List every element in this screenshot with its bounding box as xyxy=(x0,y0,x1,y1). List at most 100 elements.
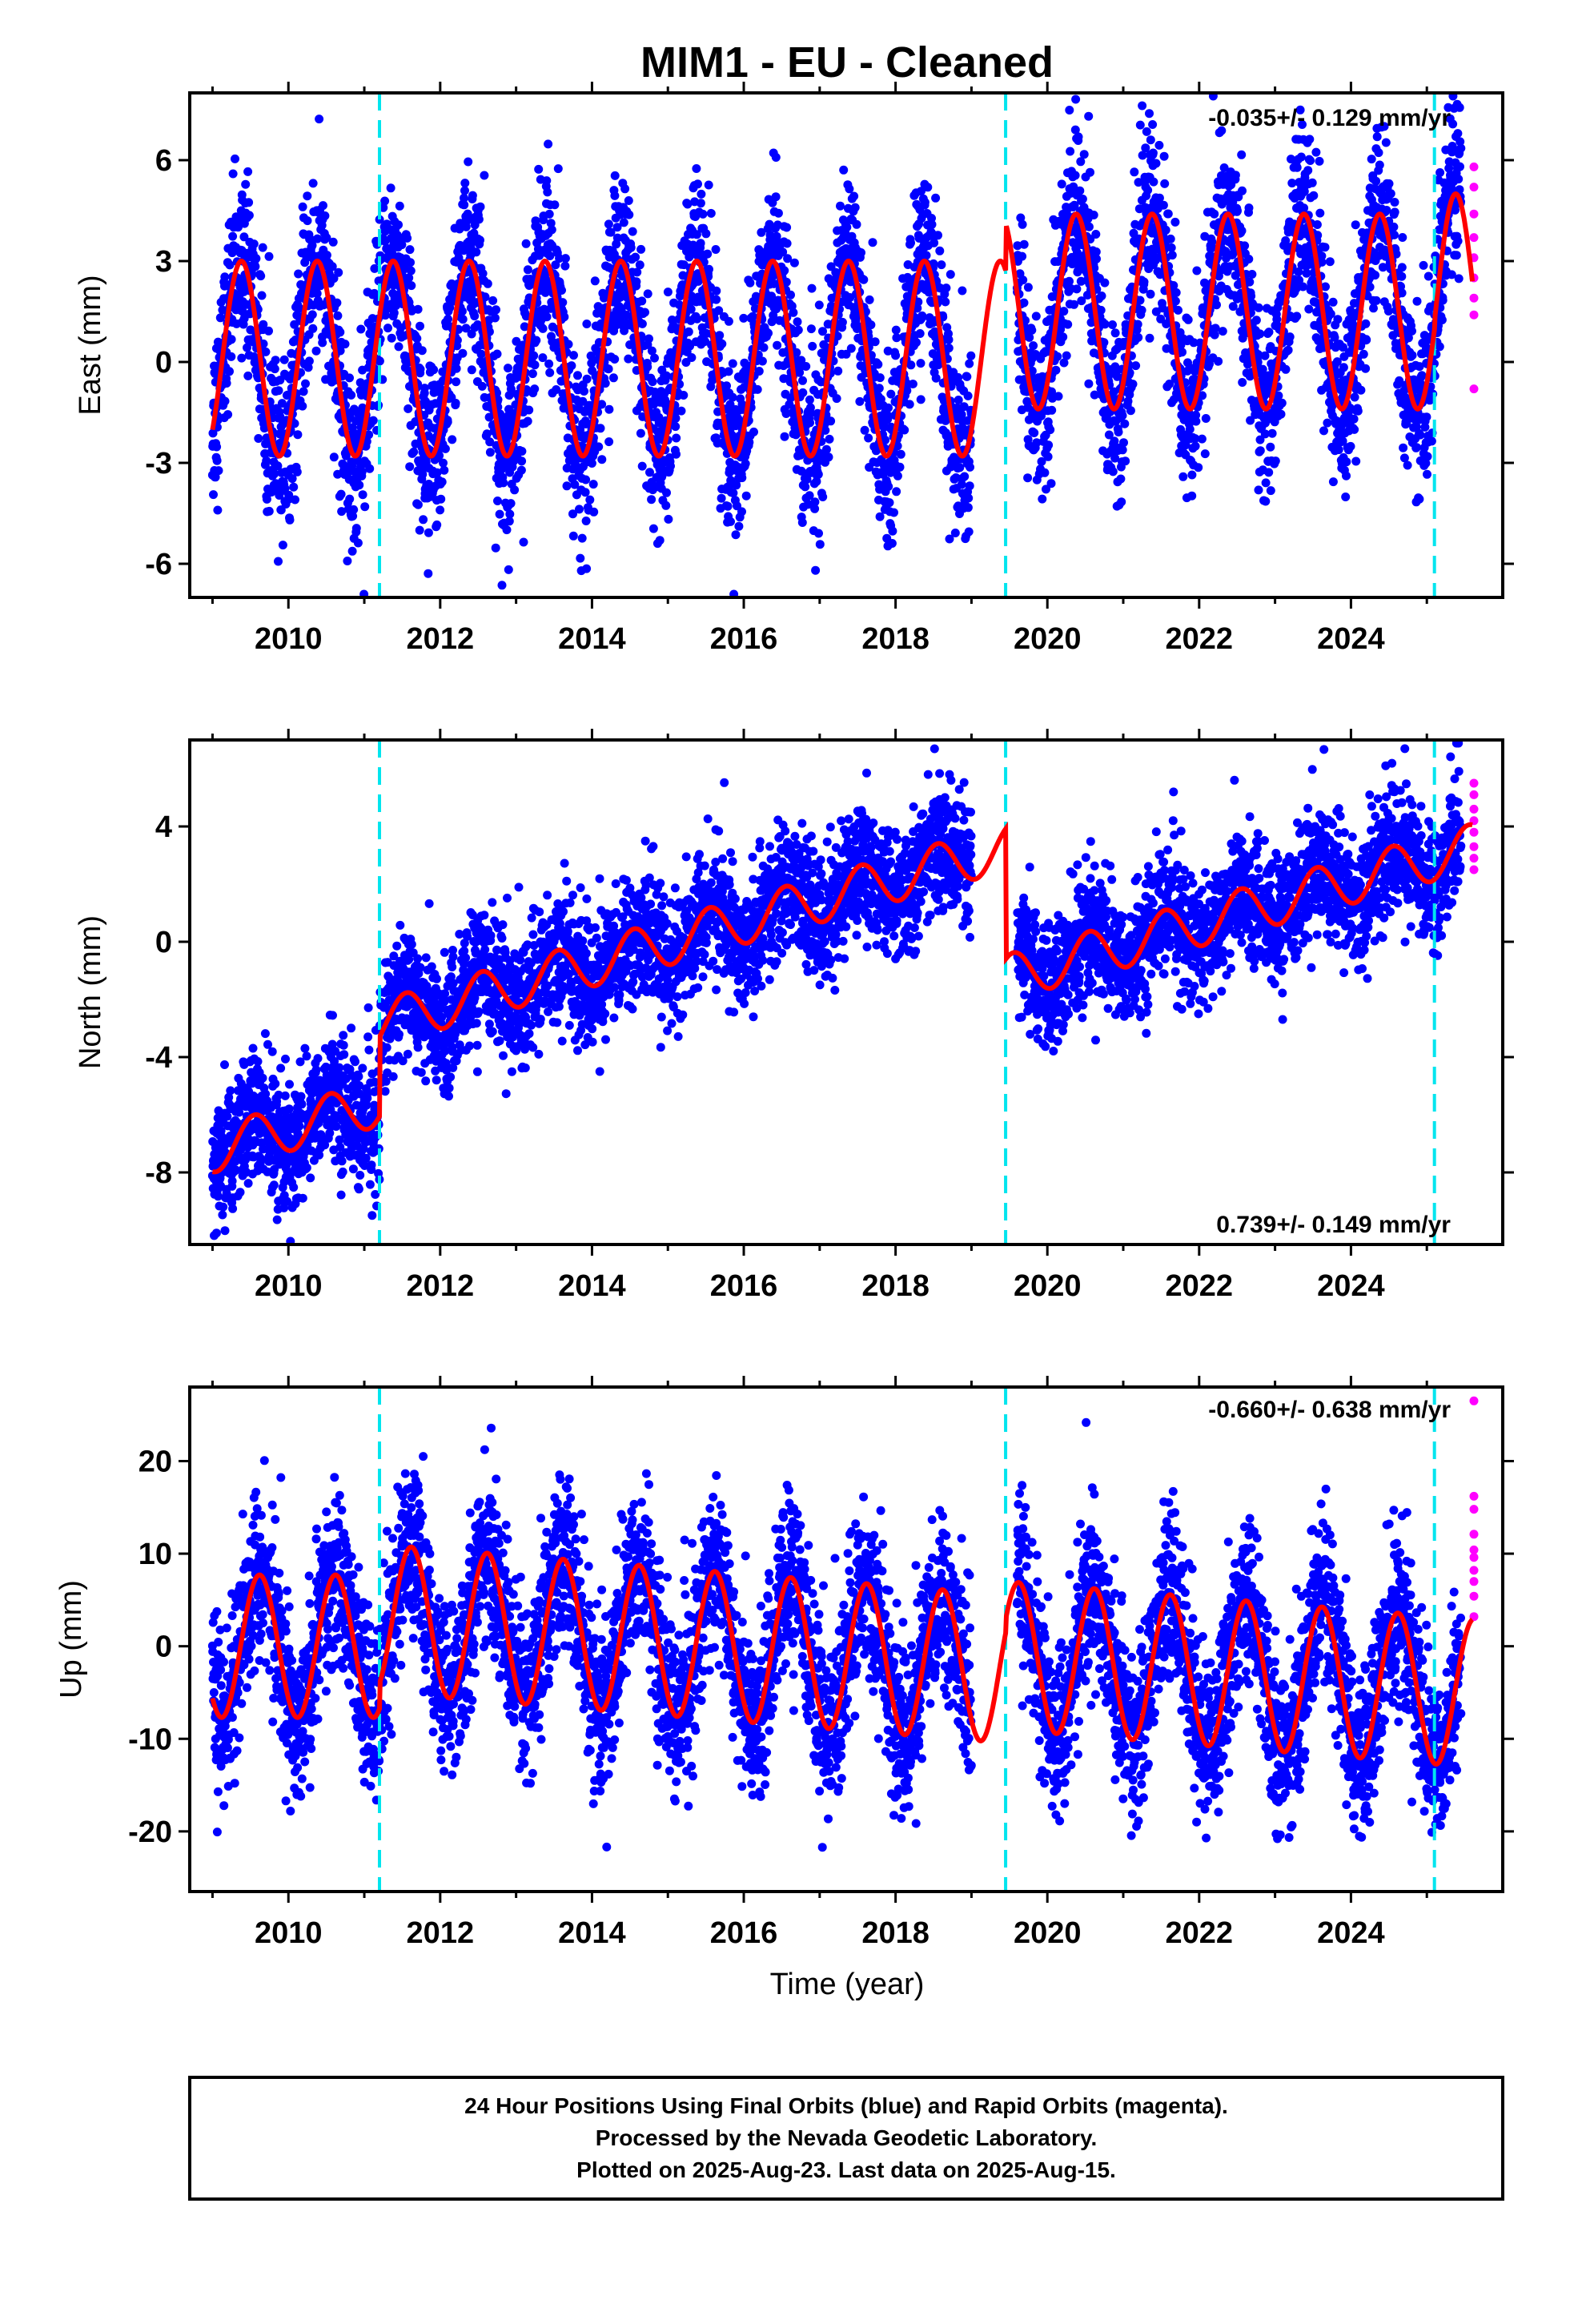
final-orbit-point xyxy=(468,191,477,200)
final-orbit-point xyxy=(773,208,783,218)
final-orbit-point xyxy=(319,201,327,211)
final-orbit-point xyxy=(1086,167,1094,177)
final-orbit-point xyxy=(440,465,449,475)
final-orbit-point xyxy=(1062,351,1071,360)
final-orbit-point xyxy=(859,275,869,284)
final-orbit-point xyxy=(1084,111,1094,121)
final-orbit-point xyxy=(643,362,652,372)
final-orbit-point xyxy=(1266,486,1275,496)
final-orbit-point xyxy=(937,260,946,270)
final-orbit-point xyxy=(576,553,585,563)
final-orbit-point xyxy=(312,289,322,298)
final-orbit-point xyxy=(1079,150,1089,159)
final-orbit-point xyxy=(262,456,271,465)
final-orbit-point xyxy=(209,490,218,500)
final-orbit-point xyxy=(271,356,280,365)
final-orbit-point xyxy=(1171,287,1181,297)
final-orbit-point xyxy=(632,277,641,287)
final-orbit-point xyxy=(931,373,941,383)
final-orbit-point xyxy=(1341,493,1351,501)
final-orbit-point xyxy=(1201,414,1211,423)
final-orbit-point xyxy=(1046,425,1055,435)
final-orbit-point xyxy=(793,317,802,327)
final-orbit-point xyxy=(285,515,295,525)
final-orbit-point xyxy=(597,455,607,464)
final-orbit-point xyxy=(1333,315,1343,324)
final-orbit-point xyxy=(298,202,307,211)
final-orbit-point xyxy=(1092,254,1101,263)
final-orbit-point xyxy=(866,320,876,330)
final-orbit-point xyxy=(1192,266,1202,275)
final-orbit-point xyxy=(258,243,267,252)
final-orbit-point xyxy=(1097,292,1106,300)
final-orbit-point xyxy=(375,356,384,366)
final-orbit-point xyxy=(1170,217,1180,227)
final-orbit-point xyxy=(1261,497,1271,506)
final-orbit-point xyxy=(581,475,591,485)
final-orbit-point xyxy=(1108,320,1117,329)
final-orbit-point xyxy=(672,449,681,459)
final-orbit-point xyxy=(1247,270,1257,279)
final-orbit-point xyxy=(1151,159,1161,168)
final-orbit-point xyxy=(698,209,708,219)
final-orbit-point xyxy=(636,428,645,438)
final-orbit-point xyxy=(1059,307,1069,316)
final-orbit-point xyxy=(476,235,484,245)
final-orbit-point xyxy=(543,187,552,197)
final-orbit-point xyxy=(415,525,424,535)
final-orbit-point xyxy=(215,313,225,323)
final-orbit-point xyxy=(244,211,254,220)
final-orbit-point xyxy=(495,509,504,519)
final-orbit-point xyxy=(1065,276,1074,286)
chart-title: MIM1 - EU - Cleaned xyxy=(640,38,1054,86)
final-orbit-point xyxy=(1315,156,1324,166)
final-orbit-point xyxy=(771,153,781,162)
final-orbit-point xyxy=(1233,206,1242,215)
final-orbit-point xyxy=(340,340,350,349)
final-orbit-point xyxy=(1131,361,1141,371)
final-orbit-point xyxy=(294,269,303,279)
final-orbit-point xyxy=(1030,428,1039,437)
final-orbit-point xyxy=(1023,283,1033,292)
final-orbit-point xyxy=(964,527,974,537)
final-orbit-point xyxy=(1047,405,1057,415)
final-orbit-point xyxy=(328,237,338,247)
final-orbit-point xyxy=(1142,127,1151,136)
final-orbit-point xyxy=(1148,148,1158,158)
final-orbit-point xyxy=(1072,284,1082,294)
final-orbit-point xyxy=(311,346,321,356)
final-orbit-point xyxy=(666,461,675,471)
final-orbit-point xyxy=(1084,379,1094,388)
final-orbit-point xyxy=(1117,497,1126,507)
final-orbit-point xyxy=(499,478,508,488)
final-orbit-point xyxy=(389,308,399,318)
final-orbit-point xyxy=(815,540,825,549)
final-orbit-point xyxy=(1350,424,1359,434)
final-orbit-point xyxy=(604,219,613,229)
final-orbit-point xyxy=(684,327,693,336)
final-orbit-point xyxy=(874,384,884,393)
final-orbit-point xyxy=(850,203,860,212)
final-orbit-point xyxy=(582,320,592,328)
final-orbit-point xyxy=(875,512,885,521)
final-orbit-point xyxy=(351,524,361,533)
final-orbit-point xyxy=(547,225,556,235)
final-orbit-point xyxy=(315,115,324,124)
final-orbit-point xyxy=(1231,171,1240,180)
final-orbit-point xyxy=(964,493,974,503)
final-orbit-point xyxy=(1135,120,1145,130)
final-orbit-point xyxy=(805,395,814,404)
final-orbit-point xyxy=(842,223,852,232)
final-orbit-point xyxy=(825,434,834,444)
final-orbit-point xyxy=(1319,426,1328,436)
final-orbit-point xyxy=(308,324,318,333)
final-orbit-point xyxy=(218,305,227,315)
final-orbit-point xyxy=(443,417,452,427)
final-orbit-point xyxy=(647,495,656,505)
final-orbit-point xyxy=(211,472,220,482)
final-orbit-point xyxy=(1346,441,1355,451)
final-orbit-point xyxy=(1043,452,1053,461)
final-orbit-point xyxy=(619,218,628,227)
final-orbit-point xyxy=(417,346,427,356)
final-orbit-point xyxy=(1018,275,1028,285)
